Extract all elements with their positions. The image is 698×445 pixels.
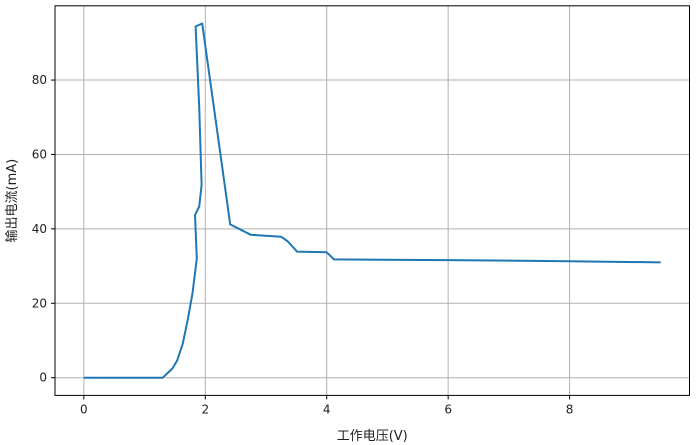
- series-line: [83, 22, 661, 379]
- x-tick-label: 2: [201, 402, 209, 416]
- y-tick-label: 0: [39, 371, 47, 385]
- y-tick-label: 80: [32, 73, 47, 87]
- x-tick-label: 6: [444, 402, 452, 416]
- x-tick-label: 0: [80, 402, 88, 416]
- grid: [55, 5, 690, 396]
- y-tick-label: 60: [32, 147, 47, 161]
- y-tick-label: 20: [32, 296, 47, 310]
- x-tick-label: 4: [323, 402, 331, 416]
- y-tick-label: 40: [32, 222, 47, 236]
- y-axis-label: 输出电流(mA): [4, 159, 20, 243]
- series-layer: [83, 22, 661, 379]
- x-axis-label: 工作电压(V): [337, 429, 408, 444]
- x-tick-label: 8: [566, 402, 574, 416]
- plot-frame: [54, 5, 690, 396]
